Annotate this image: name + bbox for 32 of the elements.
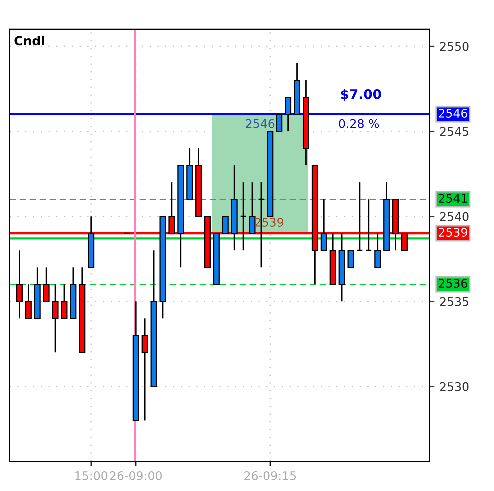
candlestick	[61, 284, 68, 320]
y-tick-label: 2545	[440, 127, 469, 136]
y-tick-label: 2550	[440, 42, 469, 52]
candlestick	[285, 96, 292, 132]
ref-line-label: 2541	[439, 194, 468, 203]
y-tick-label: 2530	[440, 382, 469, 392]
ref-line-label: 2539	[439, 228, 468, 238]
annotation: $7.00	[341, 89, 382, 102]
y-tick-label: 2540	[440, 212, 469, 222]
y-tick-label: 2535	[440, 297, 469, 306]
annotation: Cndl	[14, 36, 44, 46]
candlestick	[142, 318, 148, 422]
x-tick-label: 26-09:00	[110, 471, 162, 480]
candlestick	[276, 114, 283, 132]
candlestick	[249, 182, 256, 234]
x-tick-label: 26-09:15	[244, 471, 296, 480]
ref-line-label: 2536	[439, 279, 468, 288]
annotation: 2546	[246, 119, 275, 128]
candlestick	[52, 284, 59, 354]
candlestick	[43, 266, 50, 302]
candlestick	[320, 198, 328, 252]
candlestick	[348, 250, 354, 268]
candlestick	[374, 232, 382, 268]
candlestick	[25, 284, 32, 320]
x-tick-label: 15:00	[76, 471, 108, 480]
candlestick	[16, 250, 23, 320]
candlestick	[240, 182, 247, 252]
candlestick	[222, 216, 229, 234]
annotation: 0.28 %	[339, 119, 380, 128]
candlestick	[356, 182, 364, 252]
candlestick	[366, 198, 372, 252]
ref-line-label: 2546	[439, 109, 468, 118]
